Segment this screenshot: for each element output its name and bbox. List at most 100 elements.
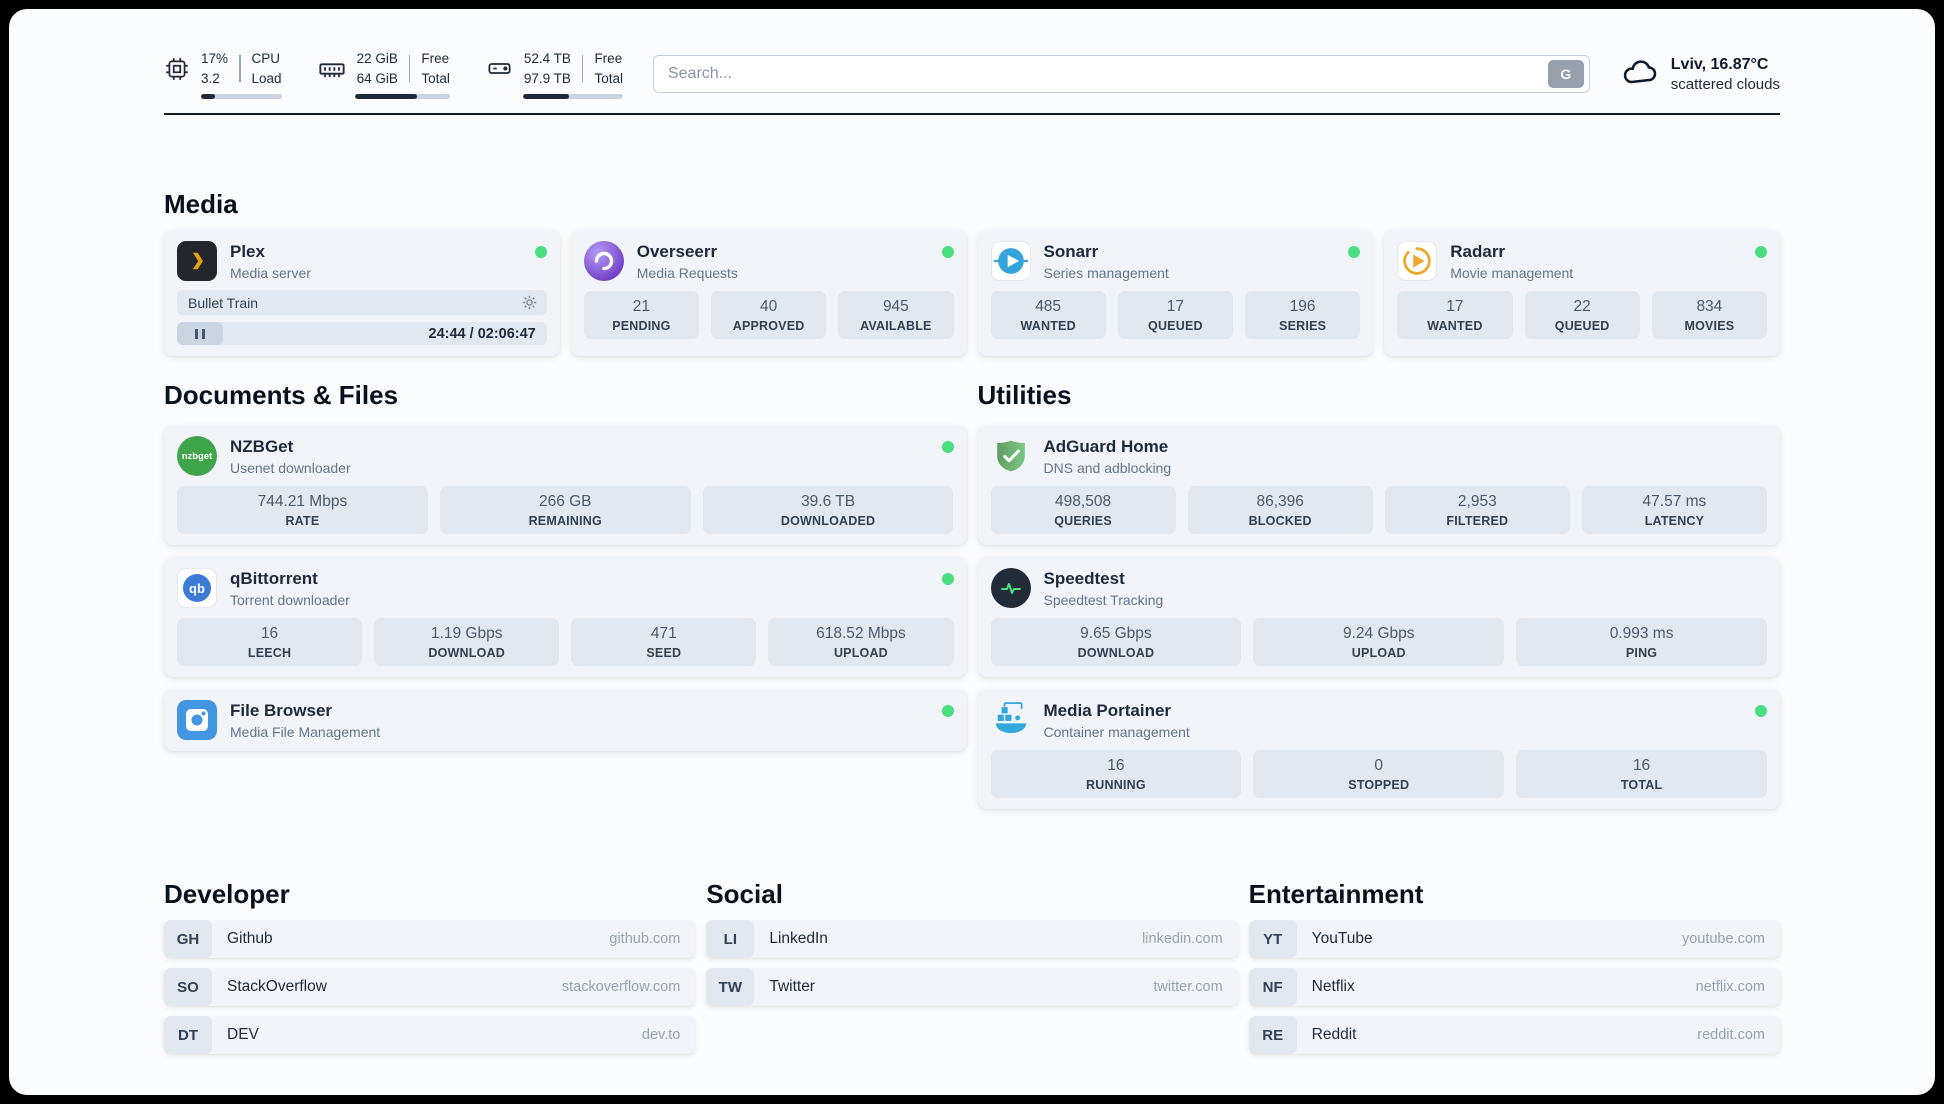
cpu-label-top: CPU [251,51,281,66]
nzbget-card[interactable]: nzbget NZBGet Usenet downloader 744.21 M… [164,425,967,546]
cpu-percent: 17% [201,51,229,66]
bookmark-abbr: RE [1248,1016,1297,1055]
header-divider [164,113,1780,116]
ram-progress-bar [354,94,450,100]
disk-progress-bar [522,94,623,100]
qbittorrent-icon: qb [177,568,217,609]
stat-available: 945 AVAILABLE [838,291,954,340]
radarr-card[interactable]: Radarr Movie management 17 WANTED 22 QUE… [1384,230,1780,357]
status-online-dot [941,441,954,454]
bookmark-abbr: NF [1248,968,1297,1007]
app-subtitle: DNS and adblocking [1043,459,1172,476]
stat-remaining: 266 GB REMAINING [439,486,691,535]
stat-ping: 0.993 ms PING [1516,618,1767,667]
stat-filtered: 2,953 FILTERED [1384,486,1570,535]
disk-free: 52.4 TB [523,51,571,66]
section-title-developer: Developer [164,879,290,910]
bookmark-url: linkedin.com [1142,931,1223,948]
bookmark-url: twitter.com [1153,979,1223,996]
stat-queries: 498,508 QUERIES [990,486,1176,535]
ram-metric: 22 GiB 64 GiB Free Total [318,49,450,100]
bookmark-url: stackoverflow.com [561,979,681,996]
sonarr-card[interactable]: Sonarr Series management 485 WANTED 17 Q… [977,230,1374,357]
bookmark-twitter[interactable]: TW Twitter twitter.com [706,968,1238,1007]
weather-condition: scattered clouds [1670,75,1780,93]
app-name: AdGuard Home [1043,436,1169,456]
entertainment-section: Entertainment YT YouTube youtube.com NF … [1248,879,1780,1055]
app-name: Sonarr [1043,241,1099,261]
speedtest-card[interactable]: Speedtest Speedtest Tracking 9.65 Gbps D… [977,557,1780,678]
nzbget-icon: nzbget [177,436,217,477]
bookmark-linkedin[interactable]: LI LinkedIn linkedin.com [706,920,1238,959]
stat-rate: 744.21 Mbps RATE [177,486,428,535]
stat-upload: 618.52 Mbps UPLOAD [768,618,954,667]
bookmark-dev[interactable]: DT DEV dev.to [164,1016,696,1055]
cloud-icon [1620,52,1660,97]
bookmark-reddit[interactable]: RE Reddit reddit.com [1248,1016,1780,1055]
divider [408,55,411,83]
portainer-icon [991,700,1031,740]
app-subtitle: Media Requests [636,264,738,281]
ram-free: 22 GiB [356,51,398,66]
stat-approved: 40 APPROVED [711,291,827,340]
plex-card[interactable]: Plex Media server Bullet Train 24:44 / [164,230,560,357]
bookmark-url: reddit.com [1697,1027,1765,1044]
app-subtitle: Speedtest Tracking [1043,591,1164,608]
bookmark-github[interactable]: GH Github github.com [164,920,696,959]
bookmark-url: youtube.com [1681,931,1765,948]
cpu-load-avg: 3.2 [201,70,220,86]
stat-downloaded: 39.6 TB DOWNLOADED [702,486,954,535]
app-name: Overseerr [636,241,718,261]
social-section: Social LI LinkedIn linkedin.com TW Twitt… [706,879,1238,1054]
status-online-dot [534,246,547,259]
radarr-icon [1397,241,1438,282]
stat-leech: 16 LEECH [177,618,363,667]
ram-label-bottom: Total [421,70,450,86]
gear-icon[interactable] [521,294,538,311]
bookmark-name: Reddit [1311,1026,1357,1044]
pause-icon[interactable] [177,322,223,346]
bookmark-abbr: LI [706,920,755,959]
stat-latency: 47.57 ms LATENCY [1581,486,1767,535]
app-name: Media Portainer [1043,700,1172,720]
cpu-metric: 17% 3.2 CPU Load [164,49,282,100]
bookmark-abbr: SO [164,968,212,1007]
bookmark-name: Github [227,930,273,948]
bookmark-name: StackOverflow [227,978,327,996]
bookmark-stackoverflow[interactable]: SO StackOverflow stackoverflow.com [164,968,696,1007]
overseerr-card[interactable]: Overseerr Media Requests 21 PENDING 40 A… [570,230,967,357]
stat-movies: 834 MOVIES [1651,291,1767,340]
status-online-dot [941,246,954,259]
media-section: Media Plex Media server [164,189,1780,357]
stat-download: 9.65 Gbps DOWNLOAD [990,618,1242,667]
dashboard-page: 17% 3.2 CPU Load [9,9,1935,1095]
search-provider-button[interactable]: G [1547,60,1584,89]
status-online-dot [941,705,954,718]
ram-label-top: Free [421,51,450,66]
disk-label-top: Free [594,51,623,66]
section-title-media: Media [164,189,238,220]
playback-progress-bar[interactable]: 24:44 / 02:06:47 [177,322,547,346]
bookmark-youtube[interactable]: YT YouTube youtube.com [1248,920,1780,959]
search-input[interactable] [667,65,1540,84]
portainer-card[interactable]: Media Portainer Container management 16 … [977,689,1780,810]
status-online-dot [1755,705,1767,718]
filebrowser-card[interactable]: File Browser Media File Management [164,689,967,752]
qbittorrent-card[interactable]: qb qBittorrent Torrent downloader 16 LEE… [164,557,967,678]
section-title-social: Social [706,879,783,910]
app-subtitle: Usenet downloader [230,459,351,476]
adguard-card[interactable]: AdGuard Home DNS and adblocking 498,508 … [977,425,1780,546]
disk-label-bottom: Total [594,70,623,86]
disk-total: 97.9 TB [523,70,571,86]
ram-icon [318,55,346,83]
bookmark-url: dev.to [641,1027,681,1044]
status-online-dot [941,573,954,586]
developer-section: Developer GH Github github.com SO StackO… [164,879,696,1055]
status-online-dot [1755,246,1767,259]
bookmark-netflix[interactable]: NF Netflix netflix.com [1248,968,1780,1007]
bookmark-name: DEV [227,1026,259,1044]
weather-location: Lviv, 16.87°C [1670,55,1769,73]
bookmark-abbr: GH [164,920,212,959]
app-name: Speedtest [1043,568,1125,588]
disk-metric: 52.4 TB 97.9 TB Free Total [486,49,623,100]
